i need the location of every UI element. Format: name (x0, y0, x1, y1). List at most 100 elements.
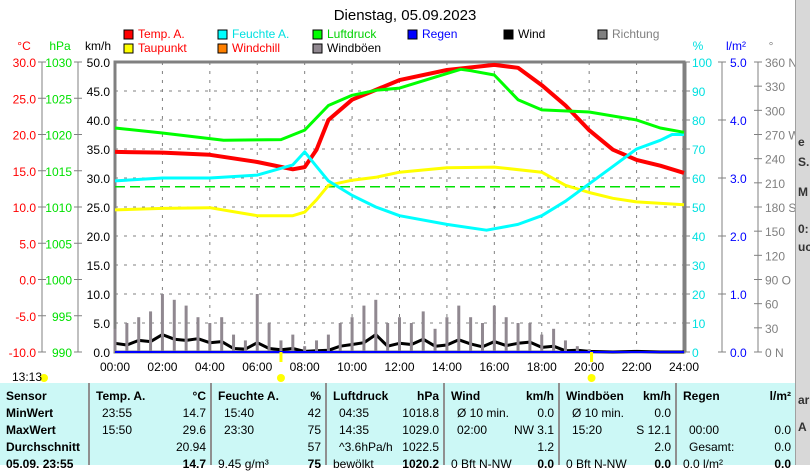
partial-text: e (798, 135, 805, 149)
cell-label: 00:00 (689, 423, 720, 437)
tick-label-rain: 3.0 (730, 172, 747, 186)
x-tick-label: 04:00 (195, 360, 225, 374)
cell-value: 1022.5 (402, 440, 439, 454)
tick-label-direction: 330 (765, 80, 785, 94)
tick-label-temp: 10.0 (13, 201, 37, 215)
legend-label: Temp. A. (138, 27, 185, 41)
table-row: 15:20 S 12.1 (566, 422, 671, 439)
cell-label: Durchschnitt (6, 440, 81, 454)
cell-value: hPa (416, 389, 439, 403)
cell-label: Feuchte A. (218, 389, 279, 403)
axis-unit-rain: l/m² (726, 39, 746, 53)
tick-label-wind: 25.0 (87, 201, 111, 215)
tick-label-direction: 0 N (765, 346, 784, 360)
cell-value: 0.0 (654, 406, 671, 420)
cell-value: 0.0 (774, 423, 791, 437)
tick-label-direction: 180 S (765, 201, 796, 215)
tick-label-humidity: 10 (692, 317, 706, 331)
x-tick-label: 14:00 (432, 360, 462, 374)
table-row: 15:40 42 (218, 405, 321, 422)
tick-label-temp: 30.0 (13, 56, 37, 70)
tick-label-humidity: 80 (692, 114, 706, 128)
cell-value: 14.7 (182, 406, 206, 420)
table-header: Sensor (6, 388, 82, 405)
table-row: 04:35 1018.8 (333, 405, 439, 422)
tick-label-direction: 150 (765, 225, 785, 239)
tick-label-humidity: 50 (692, 201, 706, 215)
table-header: Feuchte A.% (218, 388, 321, 405)
cell-value: 2.0 (654, 440, 671, 454)
cell-label: Windböen (566, 389, 624, 403)
tick-label-pressure: 1010 (45, 201, 72, 215)
partial-text: 0: (798, 222, 809, 236)
table-row: 2.0 (566, 439, 671, 456)
legend-swatch (312, 29, 323, 40)
legend-label: Regen (422, 27, 457, 41)
tick-label-rain: 4.0 (730, 114, 747, 128)
table-row: 14:35 1029.0 (333, 422, 439, 439)
tick-label-wind: 5.0 (93, 317, 110, 331)
cell-value: km/h (525, 389, 554, 403)
partial-text: uc (798, 240, 810, 254)
cell-value: 57 (307, 440, 321, 454)
tick-label-rain: 5.0 (730, 56, 747, 70)
legend-label: Wind (518, 27, 545, 41)
x-tick-label: 08:00 (290, 360, 320, 374)
cell-label: 15:40 (224, 406, 255, 420)
tick-label-direction: 240 (765, 153, 785, 167)
cell-label: Wind (451, 389, 481, 403)
legend-swatch (217, 29, 228, 40)
x-tick-label: 02:00 (147, 360, 177, 374)
table-header: Wind km/h (451, 388, 554, 405)
table-row: 20.94 (96, 439, 206, 456)
chart-title: Dienstag, 05.09.2023 (334, 7, 477, 24)
tick-label-direction: 270 W (765, 129, 800, 143)
tick-label-pressure: 1020 (45, 129, 72, 143)
tick-label-temp: 15.0 (13, 165, 37, 179)
day-length: 13:13 (12, 370, 42, 383)
series-luftdruck (114, 67, 685, 142)
tick-label-pressure: 1030 (45, 56, 72, 70)
x-tick-label: 10:00 (337, 360, 367, 374)
x-tick-label: 06:00 (242, 360, 272, 374)
tick-label-humidity: 30 (692, 259, 706, 273)
table-row: MinWert (6, 405, 82, 422)
legend-label: Taupunkt (138, 41, 187, 55)
cell-value: 0.0 (774, 440, 791, 454)
tick-label-pressure: 990 (52, 346, 72, 360)
cell-label: 23:30 (224, 423, 255, 437)
tick-label-wind: 15.0 (87, 259, 111, 273)
table-column: Regen l/m² 00:00 0.0 Gesamt: 0.0 0.0 l/m² 0.0 (675, 383, 797, 471)
tick-label-humidity: 40 (692, 230, 706, 244)
table-row: Durchschnitt (6, 439, 82, 456)
tick-label-humidity: 100 (692, 56, 712, 70)
tick-label-pressure: 1000 (45, 274, 72, 288)
table-column: Windböen km/h Ø 10 min. 0.0 15:20 S 12.1 2.0 0 … (558, 383, 677, 471)
legend-swatch (597, 29, 608, 40)
table-header: Luftdruck hPa (333, 388, 439, 405)
tick-label-pressure: 1015 (45, 165, 72, 179)
legend-label: Richtung (612, 27, 659, 41)
cell-value: % (310, 389, 321, 403)
cell-value: 42 (307, 406, 321, 420)
cell-value: 0.0 (537, 406, 554, 420)
x-tick-label: 00:00 (100, 360, 130, 374)
cell-label: Gesamt: (689, 440, 735, 454)
sunrise-sun-icon (276, 374, 285, 382)
cell-label: Ø 10 min. (572, 406, 625, 420)
tick-label-humidity: 0 (692, 346, 699, 360)
plot-area (40, 62, 685, 382)
tick-label-direction: 210 (765, 177, 785, 191)
x-tick-label: 18:00 (527, 360, 557, 374)
partial-text: S. (798, 155, 810, 169)
tick-label-wind: 30.0 (87, 172, 111, 186)
tick-label-rain: 2.0 (730, 230, 747, 244)
cell-label: MaxWert (6, 423, 56, 437)
background-window-edge: e S. M 0: uc ar A (795, 0, 810, 465)
daylength-sun-icon (40, 374, 48, 382)
tick-label-direction: 120 (765, 249, 785, 263)
legend-swatch (407, 29, 418, 40)
table-row: 23:55 14.7 (96, 405, 206, 422)
tick-label-wind: 35.0 (87, 143, 111, 157)
table-column: Luftdruck hPa 04:35 1018.8 14:35 1029.0 ^3.6hP… (325, 383, 445, 471)
